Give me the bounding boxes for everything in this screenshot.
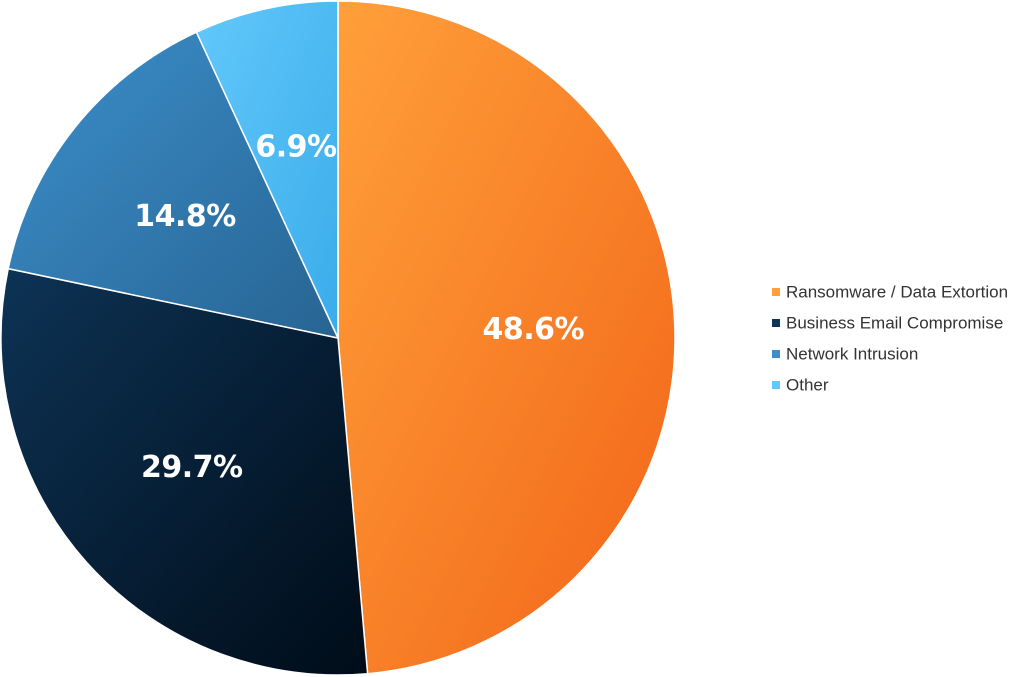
legend-swatch-other <box>772 381 780 389</box>
slice-label-business-email-compromise: 29.7% <box>141 450 243 485</box>
pie-slices <box>0 0 676 676</box>
pie-slice-ransomware-data-extortion <box>337 0 676 675</box>
slice-label-network-intrusion: 14.8% <box>134 199 236 234</box>
legend-label-other: Other <box>786 376 829 395</box>
pie-slice-other <box>195 0 339 339</box>
legend-label-business-email-compromise: Business Email Compromise <box>786 314 1003 333</box>
legend-swatch-ransomware-data-extortion <box>772 288 780 296</box>
legend-swatch-network-intrusion <box>772 350 780 358</box>
slice-label-other: 6.9% <box>255 130 337 165</box>
legend-label-ransomware-data-extortion: Ransomware / Data Extortion <box>786 283 1008 302</box>
pie-slice-network-intrusion <box>7 31 340 340</box>
legend-swatch-business-email-compromise <box>772 319 780 327</box>
slice-label-ransomware-data-extortion: 48.6% <box>482 312 584 347</box>
pie-slice-business-email-compromise <box>0 267 369 676</box>
legend-label-network-intrusion: Network Intrusion <box>786 345 918 364</box>
slice-labels: 48.6% 29.7% 14.8% 6.9% <box>134 130 585 486</box>
legend: Ransomware / Data Extortion Business Emai… <box>772 283 1008 395</box>
